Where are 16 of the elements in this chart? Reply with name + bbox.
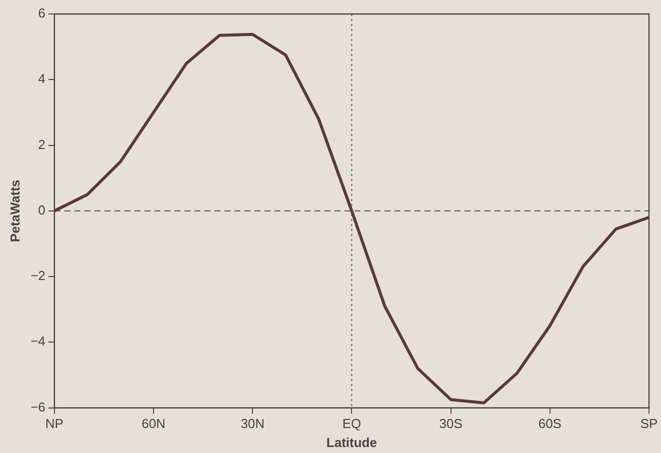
x-tick-label: NP bbox=[45, 416, 64, 432]
y-tick-label: −6 bbox=[30, 399, 46, 414]
x-tick-label: SP bbox=[640, 416, 658, 432]
y-tick-label: 6 bbox=[38, 6, 46, 21]
y-tick-label: 4 bbox=[38, 71, 46, 86]
y-tick-label: −4 bbox=[30, 334, 46, 349]
x-axis-title: Latitude bbox=[326, 434, 377, 450]
x-tick-label: 30S bbox=[439, 416, 463, 432]
y-tick-label: 2 bbox=[38, 136, 46, 152]
x-tick-label: 30N bbox=[240, 416, 265, 432]
x-tick-label: 60N bbox=[142, 416, 166, 432]
y-tick-label: −2 bbox=[30, 268, 46, 284]
y-tick-label: 0 bbox=[38, 202, 46, 218]
x-tick-label: EQ bbox=[342, 416, 362, 432]
y-axis-title: PetaWatts bbox=[7, 180, 22, 242]
x-tick-label: 60S bbox=[538, 416, 562, 432]
